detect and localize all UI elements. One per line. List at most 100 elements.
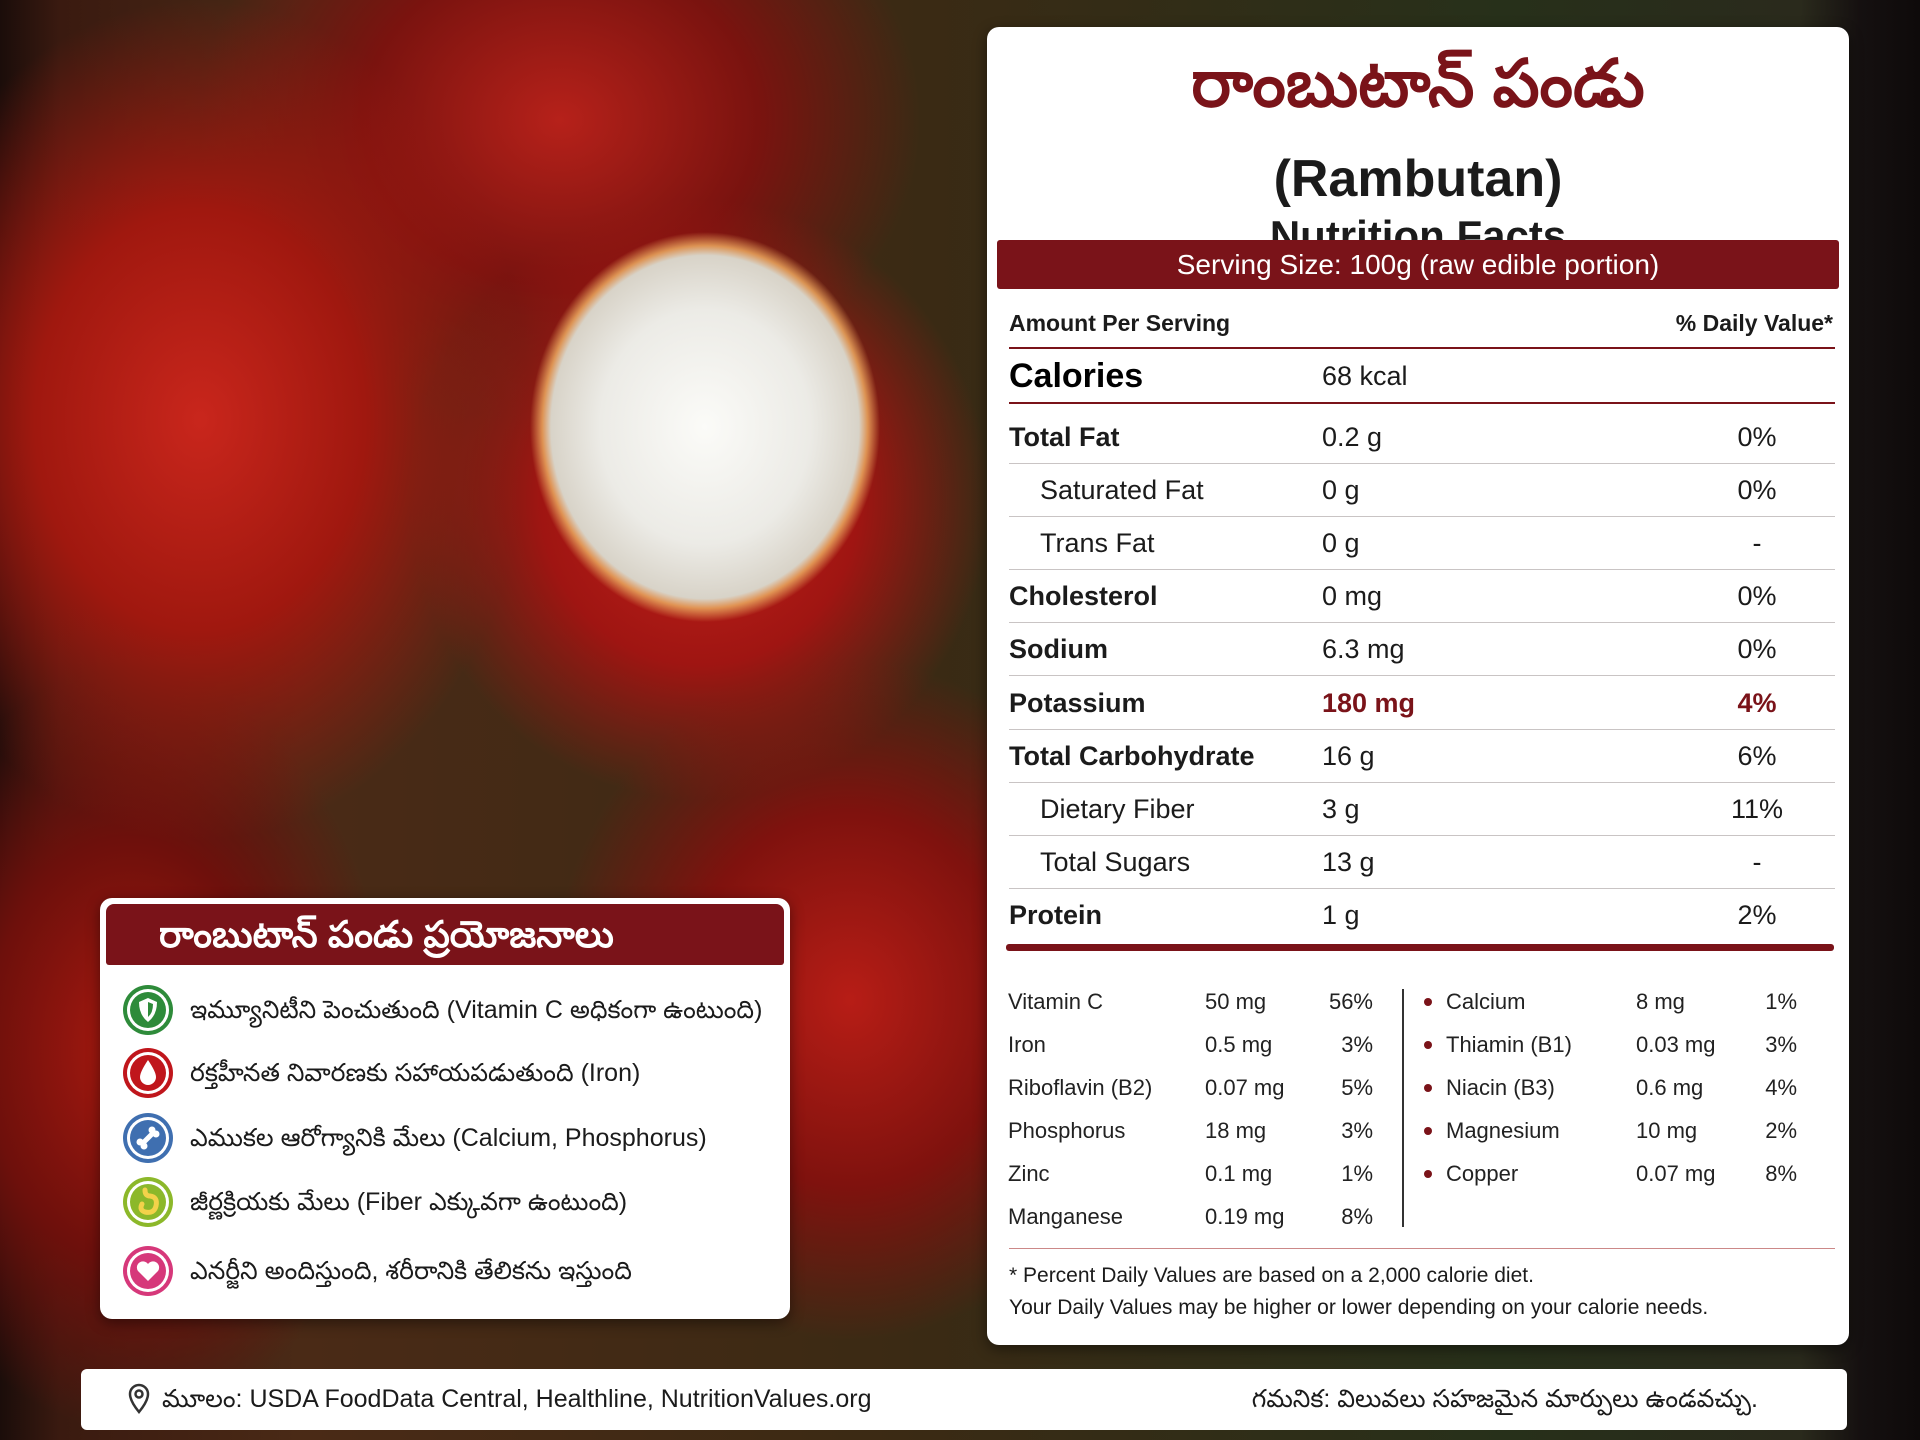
nutrient-label: Protein [1009,899,1103,930]
nutrient-label: Total Sugars [1040,846,1191,877]
vitamin-dv: 56% [1328,989,1373,1014]
title-english: (Rambutan) [1273,150,1563,208]
nutrient-amount: 0 mg [1322,581,1383,612]
nutrient-dv: 6% [1737,740,1777,771]
calories-label: Calories [1009,357,1144,395]
nutrient-amount: 6.3 mg [1322,634,1405,665]
thick-divider [1006,944,1834,951]
source: మూలం: USDA FoodData Central, Healthline,… [162,1385,872,1413]
vitamin-amount: 18 mg [1205,1118,1267,1143]
row-divider [1009,675,1835,677]
benefits-header: రాంబుటాన్ పండు ప్రయోజనాలు [106,904,784,965]
mineral-dv: 4% [1765,1075,1797,1100]
vitamin-amount: 50 mg [1205,989,1267,1014]
nutrient-dv: - [1752,528,1762,559]
digestion-icon [123,1177,173,1227]
benefits-title: రాంబుటాన్ పండు ప్రయోజనాలు [159,914,614,955]
nutrient-label: Total Carbohydrate [1009,740,1255,771]
nutrition-panel: రాంబుటాన్ పండు (Rambutan) Nutrition Fact… [987,27,1849,1345]
divider [1009,347,1835,349]
nutrient-amount: 16 g [1322,740,1375,771]
benefit-item: రక్తహీనత నివారణకు సహాయపడుతుంది (Iron) [190,1059,641,1087]
mineral-name: Copper [1446,1161,1519,1186]
nutrient-label: Trans Fat [1040,528,1155,559]
blood-icon [123,1048,173,1098]
vitamin-amount: 0.1 mg [1205,1161,1273,1186]
vitamin-dv: 3% [1341,1032,1373,1057]
mineral-name: Calcium [1446,989,1526,1014]
nutrient-amount: 1 g [1322,899,1360,930]
nutrient-amount: 13 g [1322,846,1375,877]
nutrient-dv: 0% [1737,422,1777,452]
nutrient-label: Sodium [1009,634,1108,665]
mineral-name: Niacin (B3) [1446,1075,1555,1100]
column-divider [1402,989,1404,1227]
nutrient-label: Cholesterol [1009,581,1158,612]
row-divider [1009,781,1835,783]
title-telugu: రాంబుటాన్ పండు [1191,46,1645,120]
energy-icon [123,1246,173,1296]
vitamin-amount: 0.19 mg [1205,1204,1285,1229]
nutrient-label: Dietary Fiber [1040,793,1195,824]
bullet [1424,1170,1432,1178]
nutrient-dv: 0% [1737,581,1777,612]
vitamin-name: Iron [1008,1032,1046,1057]
bullet [1424,1084,1432,1092]
mineral-dv: 8% [1765,1161,1797,1186]
nutrient-dv: - [1752,846,1762,877]
divider [1009,402,1835,404]
bone-icon [123,1113,173,1163]
bullet [1424,1127,1432,1135]
footnote: Your Daily Values may be higher or lower… [1009,1296,1709,1319]
vitamin-name: Phosphorus [1008,1118,1126,1143]
benefits-box: రాంబుటాన్ పండు ప్రయోజనాలు ఇమ్యూనిటీని పె… [100,898,790,1319]
vitamin-name: Riboflavin (B2) [1008,1075,1153,1100]
location-icon [128,1383,150,1414]
nutrient-dv: 2% [1737,899,1777,930]
row-divider [1009,622,1835,624]
divider [1009,1248,1835,1249]
bullet [1424,998,1432,1006]
row-divider [1009,569,1835,571]
nutrient-label: Total Fat [1009,422,1120,452]
serving-size: Serving Size: 100g (raw edible portion) [997,240,1839,289]
vitamin-amount: 0.07 mg [1205,1075,1285,1100]
benefit-item: ఎముకల ఆరోగ్యానికి మేలు (Calcium, Phospho… [190,1124,707,1152]
benefit-item: ఇమ్యూనిటీని పెంచుతుంది (Vitamin C అధికంగ… [190,996,763,1024]
vitamin-dv: 3% [1341,1118,1373,1143]
mineral-name: Thiamin (B1) [1446,1032,1572,1057]
amount-header: Amount Per Serving [1009,310,1231,336]
vitamin-name: Zinc [1008,1161,1050,1186]
note: గమనిక: విలువలు సహజమైన మార్పులు ఉండవచ్చు. [1251,1385,1758,1413]
vitamin-name: Manganese [1008,1204,1123,1229]
nutrient-amount: 180 mg [1322,687,1416,718]
vitamin-dv: 8% [1341,1204,1373,1229]
mineral-dv: 2% [1765,1118,1797,1143]
mineral-amount: 8 mg [1636,989,1685,1014]
vitamin-amount: 0.5 mg [1205,1032,1273,1057]
mineral-dv: 3% [1765,1032,1797,1057]
nutrient-amount: 0 g [1322,528,1360,559]
row-divider [1009,887,1835,889]
nutrient-amount: 3 g [1322,793,1360,824]
footnote: * Percent Daily Values are based on a 2,… [1009,1264,1534,1287]
bullet [1424,1041,1432,1049]
nutrient-label: Saturated Fat [1040,475,1204,506]
benefit-item: జీర్ణక్రియకు మేలు (Fiber ఎక్కువగా ఉంటుంద… [190,1188,628,1216]
nutrient-label: Potassium [1009,687,1146,718]
calories-value: 68 kcal [1322,361,1408,391]
mineral-name: Magnesium [1446,1118,1560,1143]
vitamin-name: Vitamin C [1008,989,1103,1014]
nutrient-dv: 11% [1730,793,1784,824]
nutrient-dv: 4% [1737,687,1777,718]
nutrient-dv: 0% [1737,634,1777,665]
mineral-amount: 0.6 mg [1636,1075,1704,1100]
row-divider [1009,463,1835,464]
row-divider [1009,516,1835,518]
mineral-dv: 1% [1765,989,1797,1014]
nutrient-dv: 0% [1737,475,1777,506]
nutrient-amount: 0.2 g [1322,422,1383,452]
row-divider [1009,728,1835,730]
mineral-amount: 0.03 mg [1636,1032,1716,1057]
